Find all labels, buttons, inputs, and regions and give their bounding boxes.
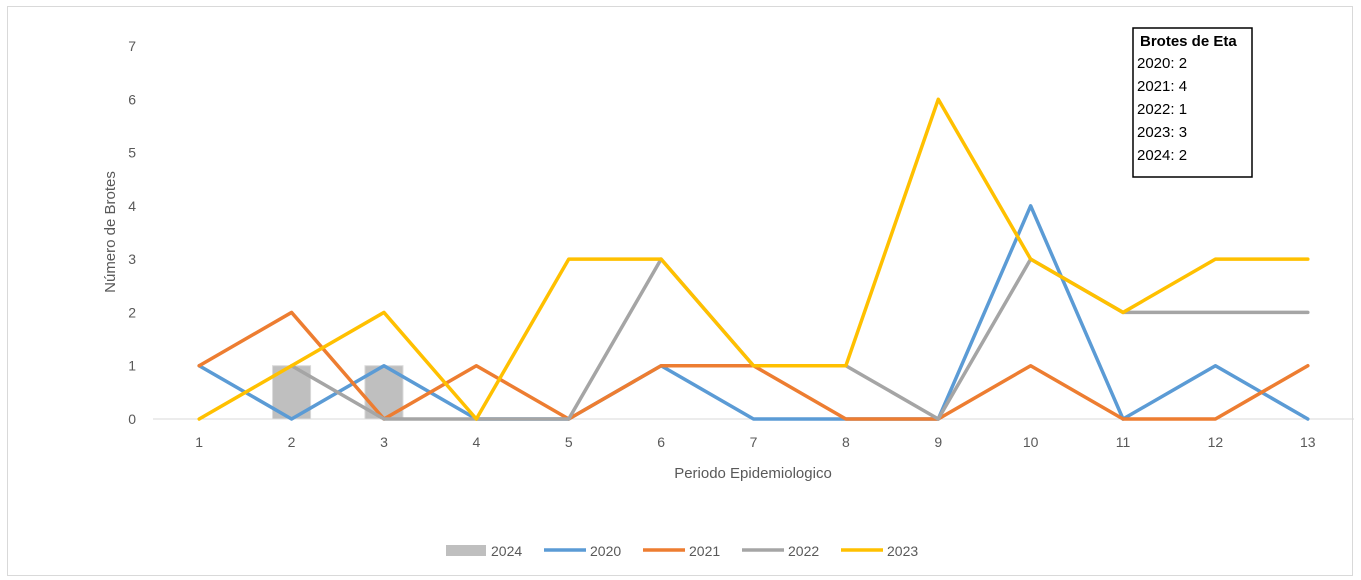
x-tick-label: 12 xyxy=(1208,434,1224,450)
line-series xyxy=(197,97,1310,421)
annotation-line-2020: 2020: 2 xyxy=(1137,55,1187,72)
x-axis-ticks: 1 2 3 4 5 6 7 8 9 10 11 12 13 xyxy=(195,434,1316,450)
y-tick-label: 2 xyxy=(128,304,136,320)
y-tick-label: 3 xyxy=(128,251,136,267)
x-tick-label: 2 xyxy=(288,434,296,450)
annotation-box: Brotes de Eta 2020: 2 2021: 4 2022: 1 20… xyxy=(1132,27,1253,178)
y-tick-label: 1 xyxy=(128,358,136,374)
y-tick-label: 0 xyxy=(128,411,136,427)
legend-label-2023: 2023 xyxy=(887,543,918,559)
annotation-line-2024: 2024: 2 xyxy=(1137,147,1187,164)
x-tick-label: 5 xyxy=(565,434,573,450)
annotation-line-2022: 2022: 1 xyxy=(1137,101,1187,118)
x-tick-label: 4 xyxy=(472,434,480,450)
x-tick-label: 7 xyxy=(750,434,758,450)
y-axis-ticks: 0 1 2 3 4 5 6 7 xyxy=(128,38,136,427)
x-tick-label: 10 xyxy=(1023,434,1039,450)
annotation-line-2021: 2021: 4 xyxy=(1137,78,1187,95)
legend-label-2022: 2022 xyxy=(788,543,819,559)
x-tick-label: 11 xyxy=(1116,434,1131,450)
x-axis-title: Periodo Epidemiologico xyxy=(674,465,832,482)
series-line-2022 xyxy=(289,257,1310,421)
legend-label-2024: 2024 xyxy=(491,543,522,559)
annotation-title: Brotes de Eta xyxy=(1140,33,1237,50)
x-tick-label: 9 xyxy=(934,434,942,450)
chart-frame xyxy=(7,6,1353,576)
y-axis-title: Número de Brotes xyxy=(102,171,119,293)
annotation-line-2023: 2023: 3 xyxy=(1137,124,1187,141)
y-tick-label: 4 xyxy=(128,198,136,214)
y-tick-label: 5 xyxy=(128,145,136,161)
legend: 2024 2020 2021 2022 2023 xyxy=(446,543,918,559)
legend-swatch-2024 xyxy=(446,545,486,556)
x-tick-label: 13 xyxy=(1300,434,1316,450)
series-line-2023 xyxy=(197,97,1310,421)
annotation-box-frame xyxy=(1132,27,1253,178)
x-tick-label: 3 xyxy=(380,434,388,450)
x-tick-label: 8 xyxy=(842,434,850,450)
legend-label-2020: 2020 xyxy=(590,543,621,559)
legend-label-2021: 2021 xyxy=(689,543,720,559)
y-tick-label: 7 xyxy=(128,38,136,54)
y-tick-label: 6 xyxy=(128,91,136,107)
x-tick-label: 1 xyxy=(195,434,203,450)
x-tick-label: 6 xyxy=(657,434,665,450)
